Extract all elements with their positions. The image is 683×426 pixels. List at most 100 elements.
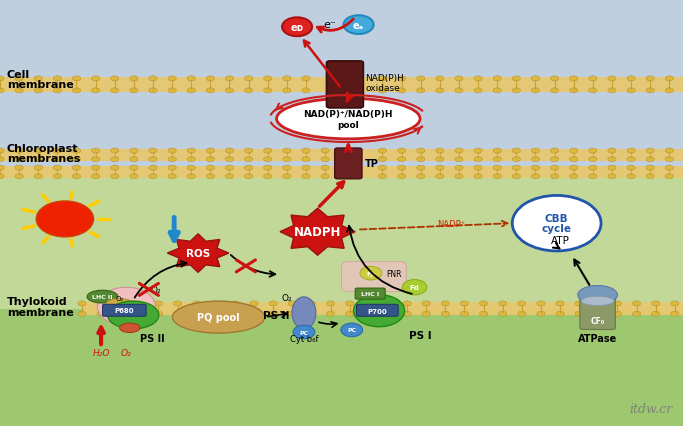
Circle shape: [378, 174, 387, 179]
Circle shape: [417, 89, 425, 94]
Circle shape: [225, 149, 234, 154]
Circle shape: [72, 174, 81, 179]
Circle shape: [550, 89, 559, 94]
Ellipse shape: [354, 295, 405, 327]
Text: e⁻: e⁻: [324, 20, 336, 30]
Circle shape: [455, 174, 463, 179]
Circle shape: [403, 311, 411, 317]
Circle shape: [53, 77, 61, 82]
Circle shape: [512, 196, 601, 251]
FancyBboxPatch shape: [580, 296, 615, 330]
Circle shape: [550, 166, 559, 171]
Circle shape: [245, 157, 253, 162]
Circle shape: [550, 77, 559, 82]
Circle shape: [97, 311, 105, 317]
Circle shape: [302, 89, 310, 94]
Circle shape: [570, 89, 578, 94]
Circle shape: [589, 174, 597, 179]
Circle shape: [627, 89, 635, 94]
Circle shape: [646, 157, 654, 162]
Circle shape: [646, 174, 654, 179]
Circle shape: [206, 174, 214, 179]
Circle shape: [589, 157, 597, 162]
Circle shape: [187, 89, 195, 94]
Text: ATP: ATP: [550, 236, 570, 246]
Circle shape: [206, 77, 214, 82]
Circle shape: [130, 77, 138, 82]
Circle shape: [168, 149, 176, 154]
Circle shape: [111, 89, 119, 94]
Circle shape: [245, 174, 253, 179]
Circle shape: [149, 166, 157, 171]
Circle shape: [0, 77, 4, 82]
Text: PS I: PS I: [408, 331, 432, 341]
Circle shape: [550, 149, 559, 154]
Circle shape: [264, 89, 272, 94]
Circle shape: [34, 174, 42, 179]
Circle shape: [269, 311, 277, 317]
Circle shape: [378, 77, 387, 82]
Circle shape: [378, 89, 387, 94]
Circle shape: [92, 157, 100, 162]
Circle shape: [531, 89, 540, 94]
Circle shape: [326, 301, 335, 306]
Circle shape: [608, 149, 616, 154]
Circle shape: [627, 149, 635, 154]
Circle shape: [474, 149, 482, 154]
Circle shape: [493, 89, 501, 94]
Circle shape: [436, 89, 444, 94]
Circle shape: [0, 149, 4, 154]
Circle shape: [474, 157, 482, 162]
Circle shape: [15, 89, 23, 94]
Circle shape: [206, 89, 214, 94]
Text: O₂: O₂: [121, 348, 132, 357]
Text: P700: P700: [367, 308, 387, 314]
Circle shape: [474, 174, 482, 179]
Circle shape: [72, 166, 81, 171]
Circle shape: [499, 301, 507, 306]
Circle shape: [378, 157, 387, 162]
Circle shape: [570, 77, 578, 82]
Circle shape: [512, 89, 520, 94]
FancyBboxPatch shape: [357, 305, 398, 317]
FancyBboxPatch shape: [335, 149, 362, 179]
Ellipse shape: [172, 302, 265, 333]
Circle shape: [53, 89, 61, 94]
Circle shape: [646, 149, 654, 154]
Circle shape: [34, 149, 42, 154]
Circle shape: [15, 166, 23, 171]
Circle shape: [135, 301, 143, 306]
Circle shape: [613, 301, 622, 306]
Circle shape: [130, 157, 138, 162]
Circle shape: [537, 311, 545, 317]
Text: TP: TP: [365, 159, 378, 169]
Text: O₂: O₂: [150, 285, 161, 294]
Circle shape: [264, 157, 272, 162]
Text: pool: pool: [337, 120, 359, 130]
Circle shape: [34, 89, 42, 94]
Circle shape: [378, 149, 387, 154]
Text: cycle: cycle: [542, 224, 572, 234]
Circle shape: [499, 311, 507, 317]
Circle shape: [245, 166, 253, 171]
Circle shape: [168, 174, 176, 179]
Circle shape: [173, 311, 182, 317]
Text: CBB: CBB: [545, 213, 568, 224]
Circle shape: [550, 157, 559, 162]
Circle shape: [436, 149, 444, 154]
Bar: [0, 309, 683, 426]
Circle shape: [53, 149, 61, 154]
Circle shape: [187, 174, 195, 179]
Circle shape: [479, 301, 488, 306]
Bar: [0, 167, 683, 178]
Circle shape: [537, 301, 545, 306]
Circle shape: [111, 157, 119, 162]
Circle shape: [231, 301, 239, 306]
Circle shape: [206, 157, 214, 162]
Circle shape: [556, 301, 564, 306]
Circle shape: [646, 89, 654, 94]
Circle shape: [665, 166, 673, 171]
Circle shape: [613, 311, 622, 317]
Text: O₂: O₂: [115, 295, 124, 301]
Circle shape: [632, 301, 641, 306]
